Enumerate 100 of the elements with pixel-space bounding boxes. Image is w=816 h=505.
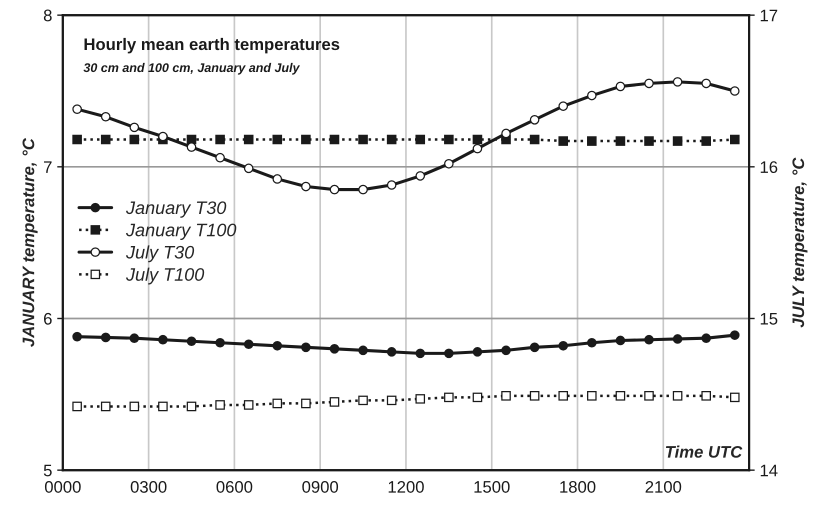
point [330, 344, 340, 354]
point [186, 142, 196, 152]
point [301, 182, 311, 192]
point [358, 134, 368, 144]
point [158, 132, 168, 142]
point [244, 339, 254, 350]
y-tick-label: 5 [44, 464, 52, 476]
x-tick-label: 1500 [474, 481, 510, 493]
x-tick-label: 0600 [216, 481, 252, 493]
text: 30 cm and 100 cm, January and July [84, 62, 300, 75]
point [301, 134, 311, 144]
point [72, 402, 82, 412]
y-axis-title: JANUARY temperature, °C [22, 138, 38, 347]
point [358, 184, 368, 194]
point [644, 391, 654, 401]
point [558, 101, 568, 111]
point [501, 128, 511, 138]
point [130, 333, 140, 343]
point [186, 134, 196, 144]
point [272, 340, 282, 351]
y2-tick-label: 15 [760, 313, 778, 325]
point [587, 90, 597, 100]
point [386, 134, 396, 144]
point [472, 392, 482, 402]
point [244, 164, 254, 174]
point [386, 396, 396, 406]
point [100, 402, 111, 412]
point [244, 134, 254, 144]
point [215, 338, 225, 348]
point [730, 330, 740, 340]
x-tick-label: 1800 [560, 481, 596, 493]
point [330, 184, 340, 194]
point [130, 402, 140, 412]
point [530, 115, 540, 125]
point [501, 346, 511, 356]
point [701, 333, 711, 343]
point [472, 347, 482, 357]
legend-label: July T30 [126, 245, 194, 262]
y-tick-label: 8 [44, 10, 52, 22]
point [330, 134, 340, 144]
point [215, 134, 225, 144]
point [72, 134, 82, 144]
point [100, 332, 111, 342]
point [72, 104, 82, 114]
point [358, 396, 368, 406]
point [215, 400, 225, 410]
point [415, 348, 426, 358]
point [415, 171, 426, 181]
point [415, 134, 426, 144]
point [730, 134, 740, 144]
point [386, 180, 396, 190]
point [186, 336, 196, 346]
point [272, 398, 282, 408]
point [730, 392, 740, 402]
point [472, 134, 482, 144]
point [530, 391, 540, 401]
y-tick-label: 6 [44, 312, 52, 325]
y2-tick-label: 16 [760, 161, 778, 174]
point [672, 334, 682, 344]
point [100, 112, 111, 122]
point [616, 136, 626, 146]
point [244, 400, 254, 410]
legend-label: January T30 [126, 201, 226, 218]
point [644, 136, 654, 146]
point [672, 136, 682, 146]
y-tick-label: 7 [44, 161, 52, 173]
point [530, 134, 540, 144]
x-tick-label: 1200 [388, 481, 424, 493]
y2-axis-title: JULY temperature, °C [792, 157, 808, 328]
point [444, 158, 454, 169]
point [558, 136, 568, 146]
point [587, 391, 597, 401]
y2-tick-label: 17 [760, 10, 778, 22]
point [587, 338, 597, 348]
point [100, 134, 111, 144]
text: Hourly mean earth temperatures [84, 38, 340, 54]
point [444, 348, 454, 358]
point [444, 134, 454, 144]
point [644, 334, 654, 345]
legend-label: January T100 [126, 224, 236, 240]
point [215, 152, 225, 163]
legend-label: July T100 [126, 268, 204, 284]
point [72, 332, 82, 342]
point [472, 144, 482, 154]
point [587, 136, 597, 146]
point [186, 402, 196, 412]
point [501, 391, 511, 401]
point [701, 391, 711, 401]
point [301, 398, 311, 408]
point [644, 78, 654, 88]
point [130, 134, 140, 144]
point [358, 346, 368, 356]
x-tick-label: 2100 [646, 481, 682, 493]
point [730, 86, 740, 96]
point [130, 122, 140, 132]
point [158, 334, 168, 345]
point [672, 391, 682, 401]
point [530, 342, 540, 352]
x-tick-label: 0000 [44, 481, 81, 493]
x-axis-title: Time UTC [666, 446, 742, 458]
